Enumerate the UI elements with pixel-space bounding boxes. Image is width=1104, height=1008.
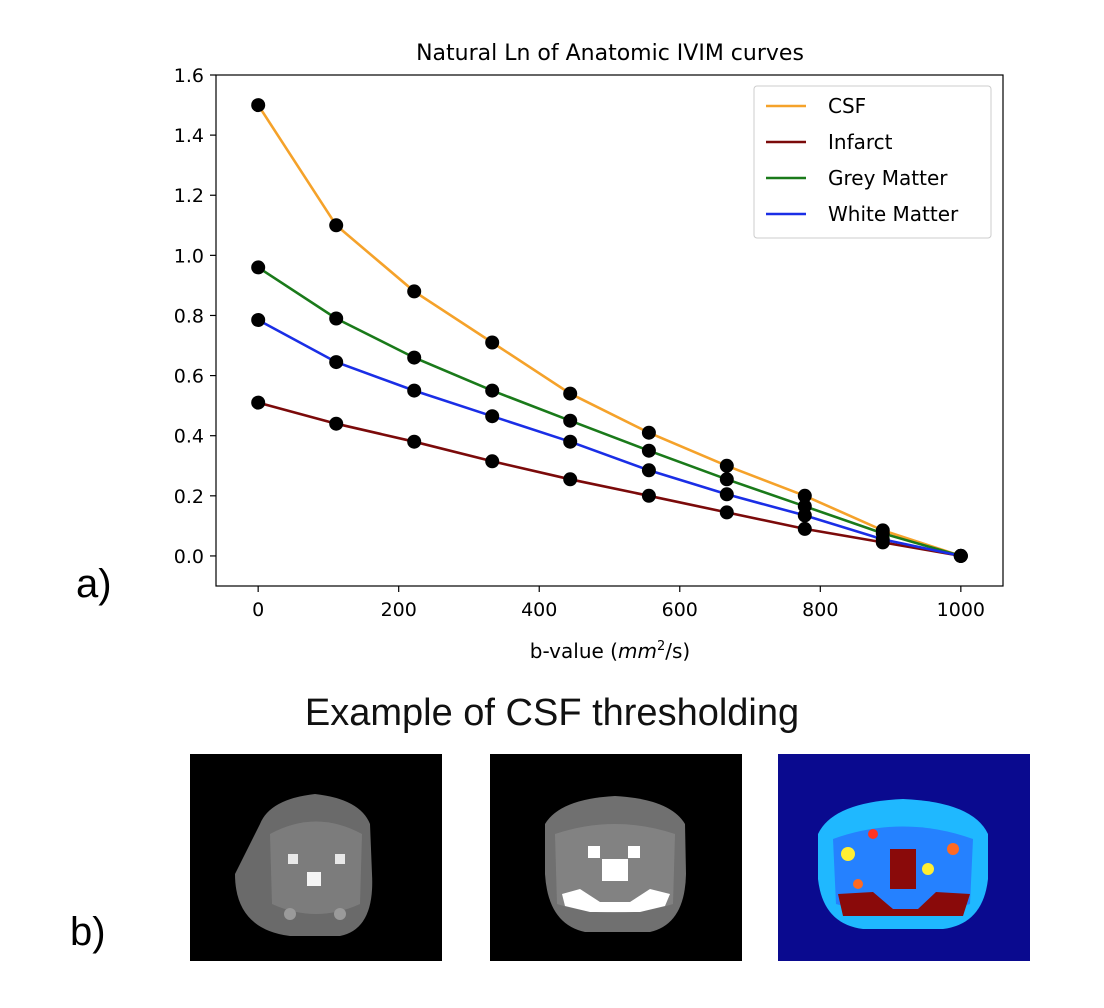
legend-box (753, 85, 992, 239)
x-tick-label-0: 0 (252, 599, 264, 621)
data-point-0-5 (641, 425, 656, 440)
data-point-2-5 (641, 443, 656, 458)
data-point-2-4 (563, 413, 578, 428)
brain-slice-original-image (190, 754, 442, 961)
data-point-1-2 (407, 434, 422, 449)
series-line-1 (257, 401, 962, 558)
legend-label-3: White Matter (828, 202, 959, 226)
legend-label-1: Infarct (828, 130, 893, 154)
data-point-0-0 (251, 98, 266, 113)
data-point-1-3 (485, 454, 500, 469)
data-point-3-6 (719, 487, 734, 502)
data-point-3-4 (563, 434, 578, 449)
x-tick-label-2: 400 (521, 599, 557, 621)
y-tick-label-4: 0.8 (174, 305, 204, 327)
data-point-0-2 (407, 284, 422, 299)
data-point-3-5 (641, 463, 656, 478)
data-point-1-4 (563, 472, 578, 487)
data-point-1-5 (641, 488, 656, 503)
panel-b-label: b) (70, 910, 106, 954)
x-axis-label: b-value (mm2/s) (530, 639, 690, 663)
y-tick-label-7: 1.4 (174, 125, 204, 147)
data-point-3-9 (953, 548, 968, 563)
data-point-1-7 (797, 521, 812, 536)
data-point-2-3 (485, 383, 500, 398)
chart-title: Natural Ln of Anatomic IVIM curves (416, 41, 804, 66)
panel-a-label: a) (76, 562, 112, 606)
brain-slice-colormap-image (778, 754, 1030, 961)
x-tick-label-4: 800 (802, 599, 838, 621)
data-point-0-3 (485, 335, 500, 350)
series-line-2 (257, 266, 962, 558)
ivim-line-chart: Natural Ln of Anatomic IVIM curves 0 200 4… (174, 41, 1004, 663)
legend-label-0: CSF (828, 94, 866, 118)
data-point-0-6 (719, 458, 734, 473)
y-tick-label-1: 0.2 (174, 486, 204, 508)
legend-label-2: Grey Matter (828, 166, 948, 190)
data-point-1-0 (251, 395, 266, 410)
data-point-1-6 (719, 505, 734, 520)
section-title: Example of CSF thresholding (304, 692, 800, 734)
y-tick-label-2: 0.4 (174, 426, 204, 448)
data-point-3-7 (797, 508, 812, 523)
data-point-0-7 (797, 488, 812, 503)
data-point-3-8 (875, 532, 890, 547)
series-line-0 (257, 104, 962, 558)
data-point-0-4 (563, 386, 578, 401)
data-point-0-1 (329, 218, 344, 233)
x-tick-label-5: 1000 (937, 599, 985, 621)
brain-slice-thresholded-image (490, 754, 742, 961)
x-tick-label-3: 600 (662, 599, 698, 621)
plot-frame (215, 74, 1004, 587)
data-point-2-1 (329, 311, 344, 326)
data-point-2-6 (719, 472, 734, 487)
data-point-3-3 (485, 409, 500, 424)
data-point-2-2 (407, 350, 422, 365)
data-point-3-2 (407, 383, 422, 398)
y-tick-label-5: 1.0 (174, 245, 204, 267)
y-tick-label-8: 1.6 (174, 65, 204, 87)
data-point-2-0 (251, 260, 266, 275)
y-tick-label-3: 0.6 (174, 366, 204, 388)
data-point-3-0 (251, 313, 266, 327)
x-tick-label-1: 200 (381, 599, 417, 621)
y-tick-label-6: 1.2 (174, 185, 204, 207)
series-line-3 (257, 318, 962, 558)
data-point-3-1 (329, 355, 344, 370)
data-point-1-1 (329, 416, 344, 431)
chart-legend: CSF Infarct Grey Matter White Matter (753, 85, 992, 239)
y-tick-label-0: 0.0 (174, 546, 204, 568)
